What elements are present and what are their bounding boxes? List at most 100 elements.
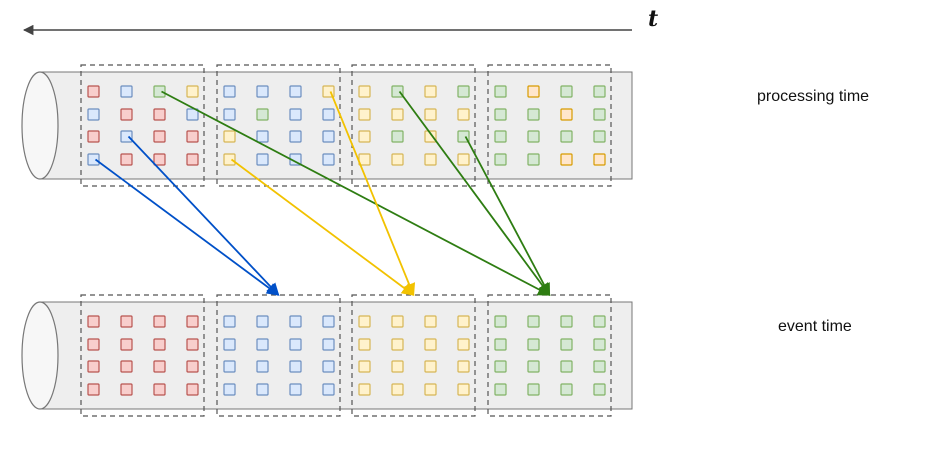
processing-event-cell xyxy=(186,130,199,143)
green-reassignment-arrow xyxy=(161,90,551,296)
event-time-cell xyxy=(424,338,437,351)
event-time-cell xyxy=(322,338,335,351)
processing-event-cell xyxy=(424,108,437,121)
processing-event-cell xyxy=(289,85,302,98)
processing-event-cell xyxy=(494,153,507,166)
processing-event-cell xyxy=(153,108,166,121)
event-time-cell xyxy=(358,360,371,373)
processing-event-cell xyxy=(560,85,573,98)
processing-event-cell xyxy=(256,153,269,166)
event-time-cell xyxy=(186,383,199,396)
processing-event-cell xyxy=(358,130,371,143)
event-time-cell xyxy=(87,360,100,373)
event-time-cell xyxy=(560,315,573,328)
processing-event-cell xyxy=(358,85,371,98)
event-time-cell xyxy=(424,360,437,373)
event-time-cell xyxy=(494,315,507,328)
processing-event-cell xyxy=(494,130,507,143)
processing-event-cell xyxy=(391,130,404,143)
processing-event-cell xyxy=(424,130,437,143)
processing-event-cell xyxy=(457,108,470,121)
event-time-cell xyxy=(322,360,335,373)
event-time-cell xyxy=(424,383,437,396)
processing-event-cell xyxy=(391,153,404,166)
event-time-cell xyxy=(494,383,507,396)
processing-event-cell xyxy=(153,85,166,98)
processing-event-cell xyxy=(593,108,606,121)
processing-event-cell xyxy=(391,108,404,121)
event-window-4 xyxy=(487,294,612,417)
event-time-cell xyxy=(424,315,437,328)
event-window-3 xyxy=(351,294,476,417)
event-time-cell xyxy=(527,383,540,396)
processing-event-cell xyxy=(120,153,133,166)
event-time-cell xyxy=(391,360,404,373)
event-time-cell xyxy=(186,338,199,351)
event-time-cell xyxy=(223,315,236,328)
processing-event-cell xyxy=(87,108,100,121)
event-time-cell xyxy=(289,338,302,351)
processing-window-2 xyxy=(216,64,341,187)
event-time-cell xyxy=(322,315,335,328)
processing-event-cell xyxy=(593,153,606,166)
processing-event-cell xyxy=(457,85,470,98)
processing-window-1 xyxy=(80,64,205,187)
event-time-cell xyxy=(527,360,540,373)
processing-window-4 xyxy=(487,64,612,187)
event-window-1 xyxy=(80,294,205,417)
processing-event-cell xyxy=(424,153,437,166)
event-time-cell xyxy=(457,383,470,396)
processing-event-cell xyxy=(322,153,335,166)
event-time-cell xyxy=(560,383,573,396)
processing-event-cell xyxy=(391,85,404,98)
processing-event-cell xyxy=(256,85,269,98)
processing-event-cell xyxy=(424,85,437,98)
processing-event-cell xyxy=(256,108,269,121)
processing-window-3 xyxy=(351,64,476,187)
processing-event-cell xyxy=(223,85,236,98)
processing-event-cell xyxy=(289,108,302,121)
time-axis-label: t xyxy=(648,6,659,32)
blue-reassignment-arrow xyxy=(94,158,280,296)
event-time-cell xyxy=(593,383,606,396)
event-time-cell xyxy=(457,338,470,351)
processing-event-cell xyxy=(120,85,133,98)
processing-event-cell xyxy=(494,108,507,121)
event-time-cell xyxy=(223,360,236,373)
event-time-cell xyxy=(256,315,269,328)
processing-event-cell xyxy=(593,130,606,143)
event-time-cell xyxy=(527,315,540,328)
event-time-cell xyxy=(256,338,269,351)
event-time-cell xyxy=(120,360,133,373)
event-time-cell xyxy=(391,315,404,328)
processing-event-cell xyxy=(223,130,236,143)
event-time-cell xyxy=(87,338,100,351)
event-time-cell xyxy=(256,360,269,373)
event-time-cell xyxy=(457,360,470,373)
processing-event-cell xyxy=(593,85,606,98)
processing-event-cell xyxy=(186,85,199,98)
event-time-cell xyxy=(289,360,302,373)
processing-event-cell xyxy=(120,108,133,121)
processing-event-cell xyxy=(560,153,573,166)
processing-event-cell xyxy=(223,153,236,166)
event-time-cell xyxy=(223,338,236,351)
event-time-cell xyxy=(256,383,269,396)
processing-event-cell xyxy=(223,108,236,121)
event-time-cell xyxy=(87,383,100,396)
processing-event-cell xyxy=(527,153,540,166)
blue-reassignment-arrow xyxy=(127,135,280,296)
processing-event-cell xyxy=(322,108,335,121)
processing-event-cell xyxy=(87,153,100,166)
event-time-cell xyxy=(322,383,335,396)
processing-event-cell xyxy=(289,130,302,143)
event-time-pipe-end-cap xyxy=(21,301,59,410)
event-time-cell xyxy=(593,360,606,373)
processing-time-pipe-end-cap xyxy=(21,71,59,180)
event-time-cell xyxy=(223,383,236,396)
event-time-cell xyxy=(457,315,470,328)
event-time-cell xyxy=(186,360,199,373)
event-time-cell xyxy=(358,315,371,328)
event-time-cell xyxy=(494,338,507,351)
